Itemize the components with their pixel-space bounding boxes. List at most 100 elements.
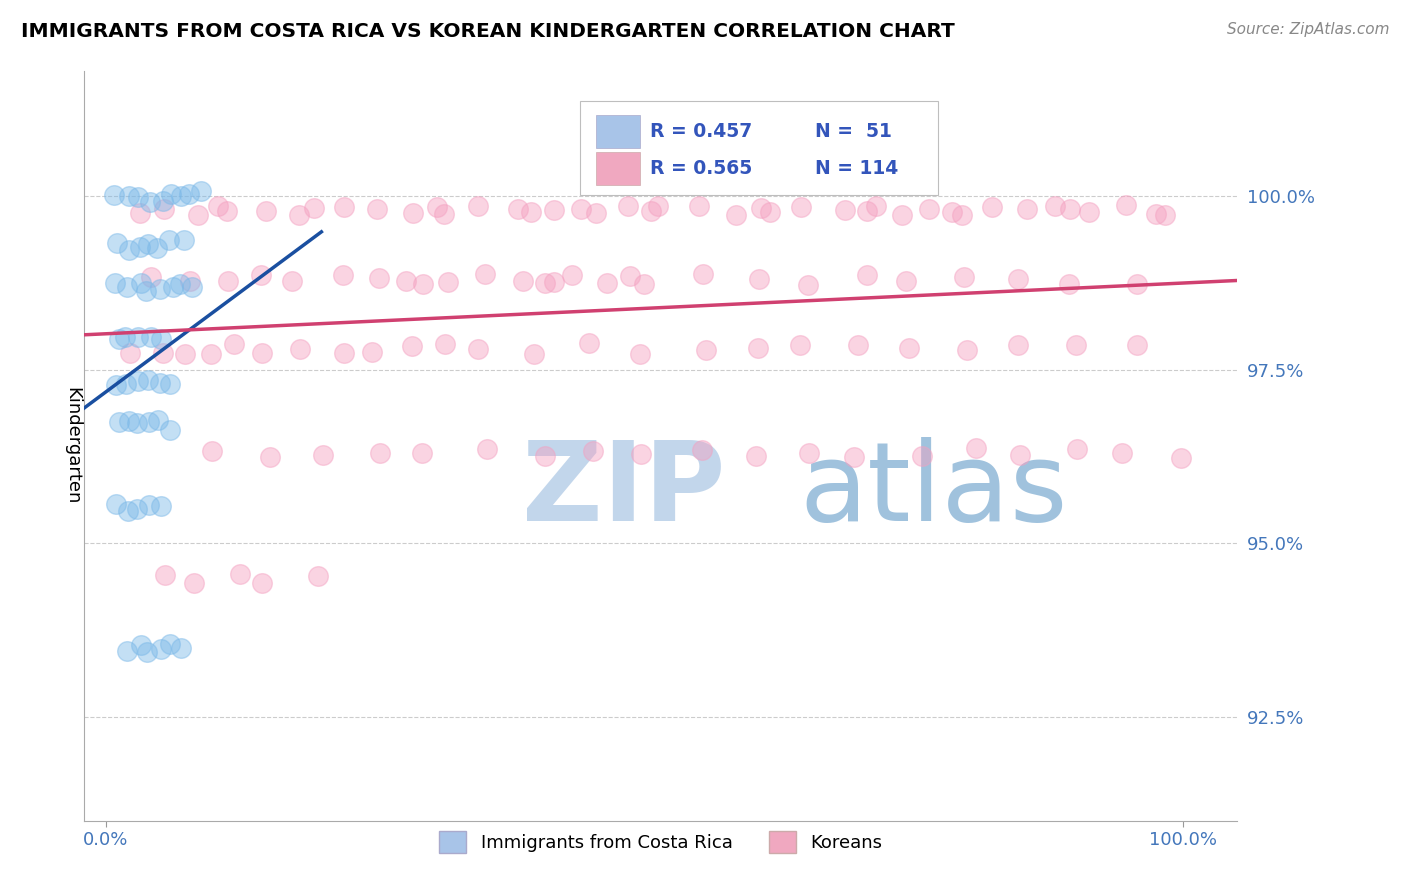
Point [412,277,434,292]
Point [152,202,174,216]
Point [1170,451,1192,466]
Point [846,338,869,352]
Point [619,269,641,284]
Point [581,444,603,458]
Point [965,441,987,455]
Point [115,279,138,293]
Point [117,243,139,257]
Point [1144,207,1167,221]
Point [159,186,181,201]
Point [433,207,456,221]
Point [543,275,565,289]
Point [367,271,389,285]
Point [1066,442,1088,456]
Point [1007,338,1029,352]
Point [628,347,651,361]
Point [865,199,887,213]
Point [411,446,433,460]
Point [474,268,496,282]
Point [127,330,149,344]
Point [136,373,159,387]
Point [169,277,191,291]
Point [157,233,180,247]
Point [467,342,489,356]
Point [842,450,865,465]
Text: atlas: atlas [799,437,1067,544]
Point [125,416,148,430]
Point [150,641,173,656]
Point [395,274,418,288]
Point [114,377,136,392]
Point [745,450,768,464]
FancyBboxPatch shape [596,115,640,148]
Point [401,339,423,353]
Point [135,284,157,298]
FancyBboxPatch shape [581,102,938,195]
FancyBboxPatch shape [596,153,640,186]
Point [797,446,820,460]
Point [141,269,163,284]
Point [426,200,449,214]
Point [688,199,710,213]
Point [797,277,820,292]
Point [1125,277,1147,291]
Point [103,187,125,202]
Point [217,274,239,288]
Text: N =  51: N = 51 [815,122,893,141]
Point [105,377,128,392]
Point [118,189,141,203]
Point [436,276,458,290]
Point [748,272,770,286]
Point [617,199,640,213]
Point [543,202,565,217]
Point [633,277,655,291]
Point [1010,448,1032,462]
Point [181,279,204,293]
Point [127,190,149,204]
Point [104,497,127,511]
Point [159,376,181,391]
Point [332,200,354,214]
Text: Source: ZipAtlas.com: Source: ZipAtlas.com [1226,22,1389,37]
Point [561,268,583,282]
Text: IMMIGRANTS FROM COSTA RICA VS KOREAN KINDERGARTEN CORRELATION CHART: IMMIGRANTS FROM COSTA RICA VS KOREAN KIN… [21,22,955,41]
Point [162,280,184,294]
Point [170,189,193,203]
Point [307,569,329,583]
Text: R = 0.565: R = 0.565 [651,160,752,178]
Point [789,200,811,214]
Point [170,640,193,655]
Point [129,206,152,220]
Point [149,332,172,346]
Point [856,203,879,218]
Point [1057,277,1080,291]
Point [149,376,172,391]
Point [155,567,177,582]
Point [695,343,717,357]
Point [179,274,201,288]
Point [259,450,281,465]
Point [139,330,162,344]
Point [917,202,939,217]
Point [254,203,277,218]
Text: R = 0.457: R = 0.457 [651,122,752,141]
Point [789,337,811,351]
Point [312,448,335,462]
Point [981,200,1004,214]
Point [512,274,534,288]
Text: ZIP: ZIP [523,437,725,544]
Point [183,575,205,590]
Point [250,268,273,283]
Point [1115,198,1137,212]
Legend: Immigrants from Costa Rica, Koreans: Immigrants from Costa Rica, Koreans [432,824,890,860]
Point [1078,205,1101,219]
Point [127,501,149,516]
Point [114,330,136,344]
Point [105,235,128,250]
Point [1064,338,1087,352]
Point [139,194,162,209]
Point [519,205,541,219]
Point [690,442,713,457]
Point [894,274,917,288]
Point [834,202,856,217]
